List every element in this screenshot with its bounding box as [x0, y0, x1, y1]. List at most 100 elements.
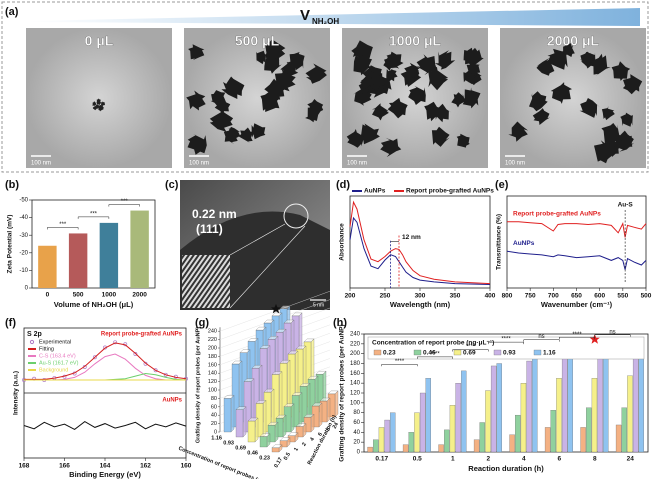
y-axis-title: Grafting density of report probes (per A…: [339, 324, 346, 461]
bar: [515, 414, 521, 453]
volume-banner: [30, 8, 640, 26]
bar: [556, 378, 562, 453]
tem-image: [184, 28, 330, 168]
series-line: [24, 342, 187, 380]
x-tick-label: 500: [73, 292, 84, 299]
significance-label: ****: [395, 359, 405, 365]
particle: [251, 123, 266, 140]
time-tick-label: 8: [325, 427, 332, 433]
particle: [214, 98, 231, 115]
bar-3d-top: [263, 388, 275, 393]
significance-label: ****: [572, 332, 582, 338]
bar-3d-side: [334, 390, 339, 418]
conc-tick-label: 1.16: [211, 435, 222, 441]
bar-3d-top: [295, 345, 307, 350]
bar-3d-top: [259, 345, 271, 349]
x-axis-title: Wavelength (nm): [390, 300, 451, 309]
bar: [384, 419, 390, 453]
bar-3d-top: [223, 395, 235, 399]
particle: [547, 48, 569, 70]
y-tick-label: 240: [350, 332, 361, 338]
panel-a-frame: [1, 1, 649, 173]
x-tick-label: 2000: [132, 292, 147, 299]
particle: [92, 101, 97, 107]
bar: [496, 363, 502, 453]
x-tick-label: 2: [486, 456, 490, 463]
time-tick-label: 24: [332, 421, 341, 430]
particle: [101, 101, 105, 107]
zoom-line: [229, 225, 306, 309]
significance-bracket: [108, 204, 140, 207]
zoom-line: [229, 223, 286, 256]
bar-3d-top: [235, 406, 247, 410]
y-tick-label: 180: [350, 361, 361, 367]
panel-label: (b): [5, 179, 19, 191]
image-label: 0 μL: [85, 33, 114, 49]
lattice-plane: (111): [196, 222, 223, 236]
particle: [96, 100, 102, 105]
bar-3d: [223, 398, 232, 433]
panel-label: (f): [5, 317, 16, 329]
particle: [98, 104, 103, 110]
y-tick-label: -40: [19, 215, 28, 221]
y-axis-title: Transmittance (%): [496, 214, 503, 270]
particle: [451, 92, 466, 108]
x-tick-label: 24: [627, 456, 635, 463]
z-tick-label: 200: [208, 345, 217, 351]
particle: [428, 66, 449, 91]
panel-label: (h): [333, 317, 347, 329]
conc-tick-label: 0.23: [259, 455, 270, 461]
bar-3d-top: [291, 312, 303, 317]
significance-bracket: [523, 339, 560, 342]
bar: [444, 429, 450, 453]
particle: [346, 129, 366, 148]
bar-3d-top: [279, 437, 291, 441]
bar: [455, 383, 461, 453]
y-axis-title: Absorbance: [339, 223, 346, 261]
x-axis-title: Wavenumber (cm⁻¹): [541, 300, 613, 309]
particle: [260, 90, 281, 112]
particle: [560, 43, 575, 57]
series-line: [507, 221, 647, 238]
y-tick-label: 160: [350, 371, 361, 377]
x-tick-label: 600: [594, 293, 605, 300]
y-tick-label: -10: [19, 268, 28, 274]
particle: [186, 90, 206, 111]
scale-label: 100 nm: [31, 161, 51, 167]
particle: [622, 74, 643, 95]
z-tick-label: 220: [208, 337, 217, 343]
y-tick-label: 0: [25, 286, 29, 292]
bar: [615, 424, 622, 453]
legend-label: 0.69: [463, 350, 476, 357]
bar-3d-top: [231, 360, 243, 365]
bar: [591, 378, 598, 453]
z-tick-label: 60: [211, 404, 217, 410]
panel-label: (a): [5, 6, 19, 18]
bar: [597, 353, 603, 453]
bar-3d-top: [319, 397, 331, 402]
particle: [456, 133, 470, 148]
y-tick-label: 40: [353, 430, 360, 436]
legend-label: Background: [39, 367, 68, 373]
bar: [638, 348, 645, 453]
legend-label: 0.93: [503, 350, 516, 357]
scale-label: 5 nm: [313, 302, 324, 308]
bar: [461, 370, 467, 453]
time-tick-label: 4: [309, 436, 316, 442]
particle: [464, 47, 484, 69]
x-tick-label: 164: [100, 463, 111, 470]
data-point: [153, 368, 158, 373]
time-tick-label: 1: [293, 447, 300, 453]
bar: [567, 353, 574, 453]
bar: [408, 432, 414, 453]
legend-swatch: [493, 349, 502, 356]
series-line: [23, 421, 187, 430]
lattice-spacing: 0.22 nm: [192, 207, 237, 221]
bar: [473, 439, 480, 453]
x-tick-label: 400: [485, 293, 496, 300]
highlight-star: [271, 303, 281, 314]
particle: [209, 109, 234, 132]
bar-3d-top: [291, 392, 303, 396]
significance-label: ****: [466, 344, 476, 350]
